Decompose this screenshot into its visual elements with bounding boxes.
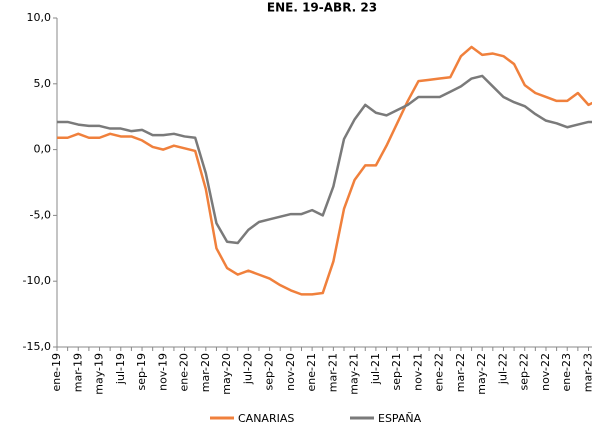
y-tick-label: -15,0 <box>23 340 51 353</box>
x-tick-label: ene-23 <box>560 353 573 391</box>
x-tick-label: jul-19 <box>114 353 127 385</box>
x-tick-label: may-19 <box>93 353 106 395</box>
x-tick-label: may-21 <box>348 353 361 395</box>
x-tick-label: mar-22 <box>454 353 467 392</box>
x-tick-label: ene-22 <box>433 353 446 391</box>
y-tick-label: -10,0 <box>23 274 51 287</box>
x-tick-label: nov-22 <box>539 353 552 391</box>
x-tick-label: mar-20 <box>199 353 212 392</box>
x-tick-label: jul-22 <box>496 353 509 385</box>
x-tick-label: jul-20 <box>241 353 254 385</box>
x-tick-label: nov-19 <box>156 353 169 391</box>
y-tick-label: 10,0 <box>27 11 52 24</box>
x-tick-label: ene-21 <box>305 353 318 391</box>
x-tick-label: may-22 <box>475 353 488 395</box>
x-tick-label: mar-19 <box>71 353 84 392</box>
x-tick-label: may-20 <box>220 353 233 395</box>
x-tick-label: sep-22 <box>518 353 531 390</box>
chart-title: ENE. 19-ABR. 23 <box>267 1 377 15</box>
y-tick-label: -5,0 <box>30 208 51 221</box>
series-line <box>57 74 592 245</box>
x-tick-label: ene-20 <box>178 353 191 391</box>
series-line <box>57 45 592 296</box>
x-tick-label: mar-23 <box>582 353 592 392</box>
legend-label: ESPAÑA <box>378 412 422 425</box>
x-tick-label: nov-21 <box>411 353 424 391</box>
x-tick-label: sep-20 <box>263 353 276 390</box>
y-tick-label: 0,0 <box>34 143 52 156</box>
x-tick-label: mar-21 <box>326 353 339 392</box>
x-tick-label: jul-21 <box>369 353 382 385</box>
y-tick-label: 5,0 <box>34 77 52 90</box>
x-tick-label: sep-21 <box>390 353 403 390</box>
legend-label: CANARIAS <box>238 412 294 425</box>
x-tick-label: sep-19 <box>135 353 148 390</box>
x-tick-label: nov-20 <box>284 353 297 391</box>
x-tick-label: ene-19 <box>50 353 63 391</box>
